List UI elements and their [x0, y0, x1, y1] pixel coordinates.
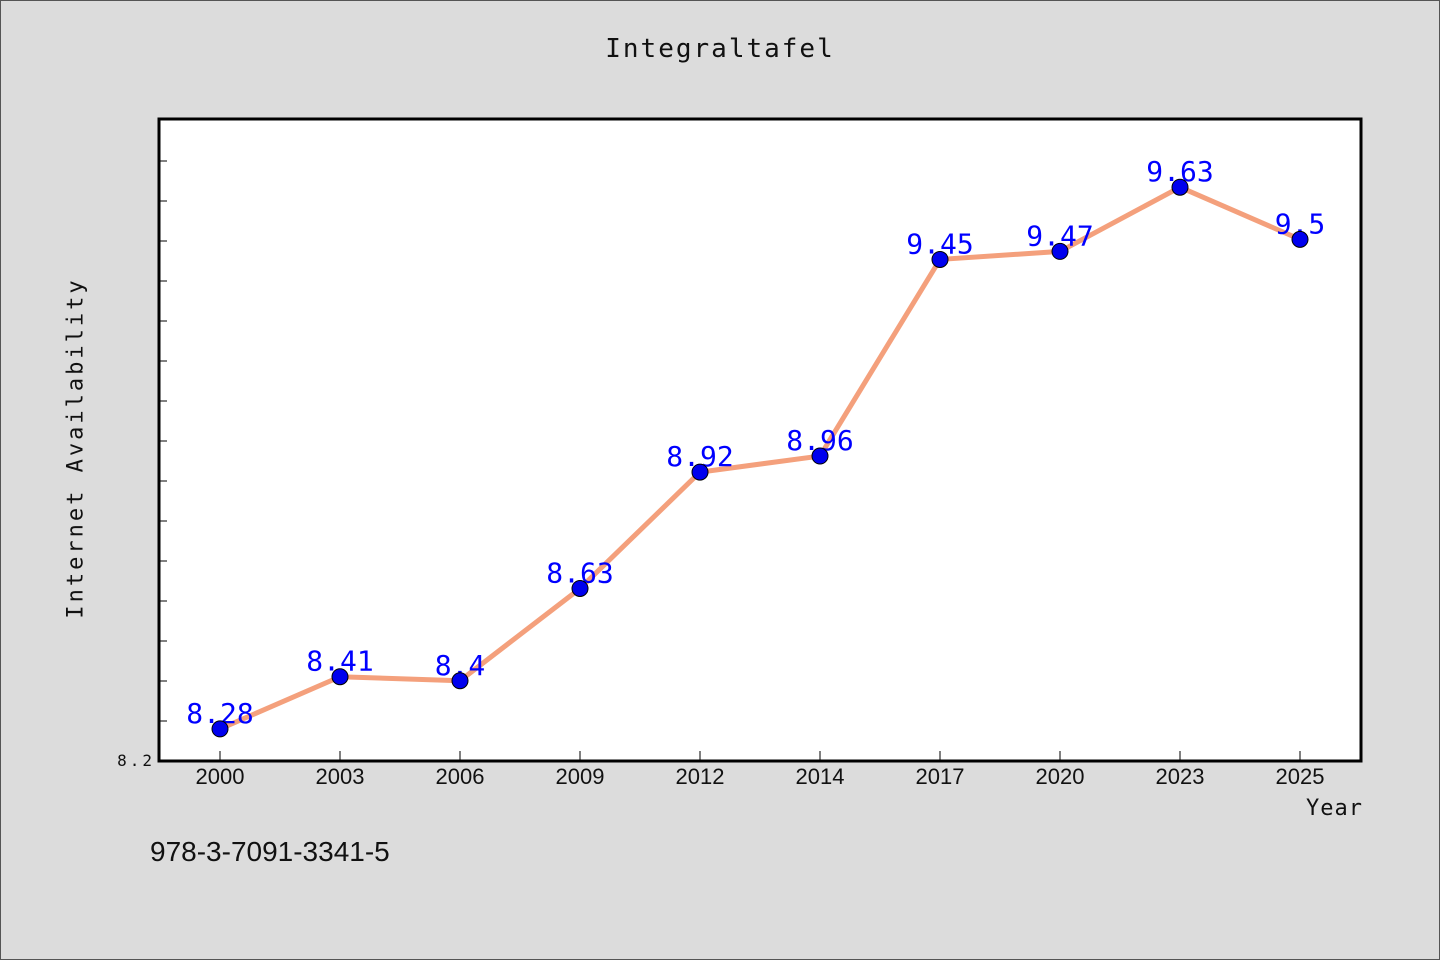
x-tick-label: 2017 — [916, 764, 965, 789]
x-tick-label: 2009 — [556, 764, 605, 789]
chart-title: Integraltafel — [605, 34, 835, 64]
x-axis-label: Year — [1306, 796, 1363, 821]
data-point — [811, 447, 829, 465]
data-point — [691, 463, 709, 481]
x-tick-label: 2020 — [1036, 764, 1085, 789]
data-point — [451, 672, 469, 690]
isbn-text: 978-3-7091-3341-5 — [150, 836, 390, 867]
plot-area — [157, 117, 1363, 763]
data-point — [331, 668, 349, 686]
data-point — [571, 579, 589, 597]
data-point — [1291, 230, 1309, 248]
x-tick-label: 2025 — [1276, 764, 1325, 789]
x-tick-label: 2003 — [316, 764, 365, 789]
x-tick-label: 2006 — [436, 764, 485, 789]
x-tick-label: 2014 — [796, 764, 845, 789]
x-tick-label: 2012 — [676, 764, 725, 789]
series-line — [217, 184, 1303, 732]
y-tick-label: 8.2 — [117, 751, 155, 770]
data-point — [1051, 242, 1069, 260]
data-point — [931, 250, 949, 268]
x-tick-label: 2000 — [196, 764, 245, 789]
data-point — [211, 720, 229, 738]
x-tick-label: 2023 — [1156, 764, 1205, 789]
data-point — [1171, 178, 1189, 196]
